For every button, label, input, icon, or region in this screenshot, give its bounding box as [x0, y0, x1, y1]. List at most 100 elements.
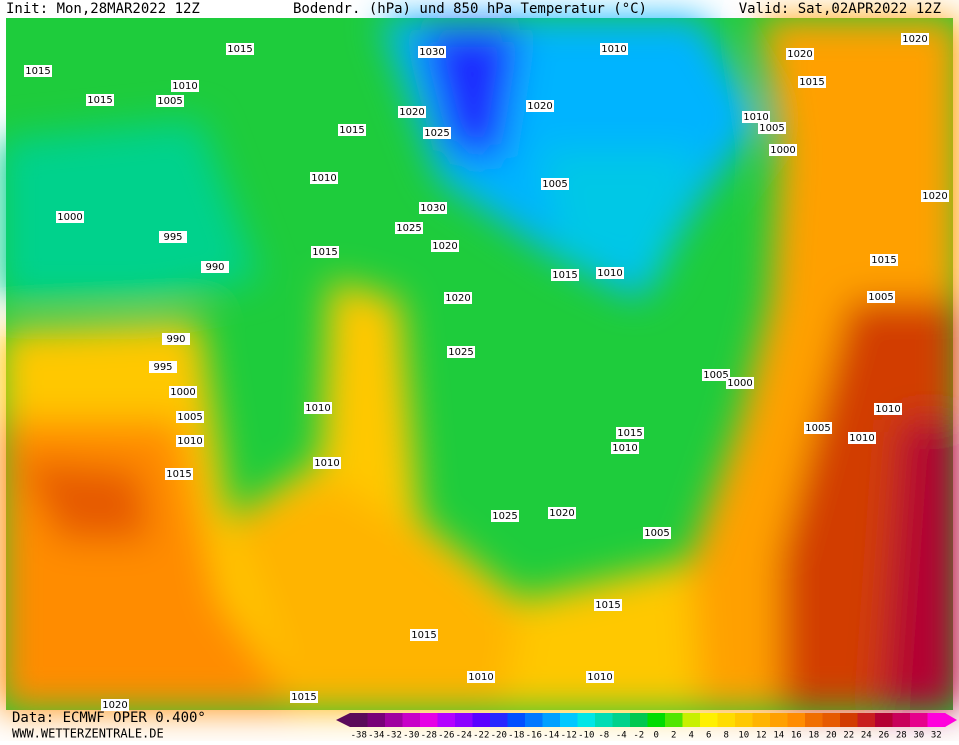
colorbar-swatch — [577, 713, 596, 727]
colorbar-tick-label: 20 — [826, 731, 837, 741]
isobar-label-box — [398, 106, 426, 118]
isobar-label-box — [423, 127, 451, 139]
isobar-label-box — [643, 527, 671, 539]
colorbar-swatch — [472, 713, 491, 727]
isobar-label: 990 — [166, 334, 185, 345]
colorbar-tick-label: -20 — [491, 731, 507, 741]
isobar-label-box — [804, 422, 832, 434]
isobar-label-box — [769, 144, 797, 156]
isobar-label-box — [226, 43, 254, 55]
isobar-label: 1015 — [617, 428, 642, 439]
colorbar-swatch — [437, 713, 456, 727]
colorbar-tick-label: -10 — [578, 731, 594, 741]
colorbar-swatch — [857, 713, 876, 727]
isobar-label: 1010 — [849, 433, 874, 444]
isobar-label: 1020 — [445, 293, 470, 304]
temperature-field — [0, 18, 959, 710]
colorbar-tick-label: -12 — [561, 731, 577, 741]
isobar-label-box — [758, 122, 786, 134]
colorbar-tick-label: -18 — [508, 731, 524, 741]
isobar-label: 1010 — [311, 173, 336, 184]
isobar-label: 1020 — [432, 241, 457, 252]
isobar-label-box — [395, 222, 423, 234]
isobar-label-box — [169, 386, 197, 398]
isobar-label: 1005 — [644, 528, 669, 539]
isobar-label-box — [447, 346, 475, 358]
isobar-label-box — [159, 231, 187, 243]
colorbar-tick-label: -16 — [526, 731, 542, 741]
isobar-label-box — [156, 95, 184, 107]
colorbar-swatch — [595, 713, 613, 727]
isobar-label: 1010 — [612, 443, 637, 454]
colorbar-swatch — [805, 713, 823, 727]
colorbar-swatch — [875, 713, 893, 727]
isobar-label-box — [171, 80, 199, 92]
colorbar-tick-label: 0 — [654, 731, 659, 741]
isobar-label-box — [149, 361, 177, 373]
isobar-label: 1030 — [420, 203, 445, 214]
isobar-label-box — [176, 435, 204, 447]
isobar-label-box — [586, 671, 614, 683]
isobar-label: 995 — [153, 362, 172, 373]
website: WWW.WETTERZENTRALE.DE — [12, 727, 164, 741]
isobar-label-box — [290, 691, 318, 703]
isobar-label-box — [798, 76, 826, 88]
isobar-label: 1010 — [468, 672, 493, 683]
colorbar-end — [336, 713, 350, 727]
isobar-label-box — [742, 111, 770, 123]
isobar-label: 1005 — [157, 96, 182, 107]
isobar-label-box — [410, 629, 438, 641]
colorbar-swatch — [385, 713, 403, 727]
isobar-label-box — [313, 457, 341, 469]
isobar-label-box — [600, 43, 628, 55]
colorbar-swatch — [455, 713, 473, 727]
isobar-label: 1010 — [743, 112, 768, 123]
isobar-label-box — [548, 507, 576, 519]
isobar-label: 1010 — [172, 81, 197, 92]
isobar-label-box — [726, 377, 754, 389]
colorbar-swatch — [507, 713, 526, 727]
isobar-label: 1015 — [291, 692, 316, 703]
colorbar-swatch — [612, 713, 631, 727]
colorbar-swatch — [822, 713, 841, 727]
colorbar-tick-label: 10 — [738, 731, 749, 741]
isobar-label: 1015 — [871, 255, 896, 266]
isobar-label: 1020 — [549, 508, 574, 519]
colorbar-swatch — [420, 713, 438, 727]
colorbar-swatch — [700, 713, 718, 727]
colorbar-swatch — [402, 713, 421, 727]
isobar-label-box — [616, 427, 644, 439]
isobar-label: 990 — [205, 262, 224, 273]
colorbar-tick-label: -24 — [456, 731, 472, 741]
isobar-label-box — [165, 468, 193, 480]
init-time: Init: Mon,28MAR2022 12Z — [6, 1, 200, 17]
isobar-label-box — [874, 403, 902, 415]
isobar-label: 1020 — [922, 191, 947, 202]
colorbar-swatch — [647, 713, 666, 727]
colorbar-tick-label: 16 — [791, 731, 802, 741]
colorbar-swatch — [490, 713, 508, 727]
isobar-label-box — [56, 211, 84, 223]
isobar-label: 1010 — [597, 268, 622, 279]
isobar-label: 1015 — [595, 600, 620, 611]
isobar-label-box — [310, 172, 338, 184]
colorbar-tick-label: -34 — [368, 731, 384, 741]
isobar-label-box — [419, 202, 447, 214]
isobar-label-box — [870, 254, 898, 266]
isobar-label: 1030 — [419, 47, 444, 58]
isobar-label-box — [311, 246, 339, 258]
colorbar-tick-label: -28 — [421, 731, 437, 741]
isobar-label-box — [201, 261, 229, 273]
isobar-label-box — [338, 124, 366, 136]
isobar-label: 1000 — [57, 212, 82, 223]
colorbar-tick-label: 14 — [773, 731, 784, 741]
colorbar-tick-label: 8 — [724, 731, 729, 741]
data-source: Data: ECMWF OPER 0.400° — [12, 710, 206, 726]
isobar-label-box — [431, 240, 459, 252]
colorbar-tick-label: -38 — [351, 731, 367, 741]
isobar-label: 1010 — [314, 458, 339, 469]
isobar-label-box — [786, 48, 814, 60]
isobar-label: 1005 — [759, 123, 784, 134]
colorbar-tick-label: -14 — [543, 731, 559, 741]
